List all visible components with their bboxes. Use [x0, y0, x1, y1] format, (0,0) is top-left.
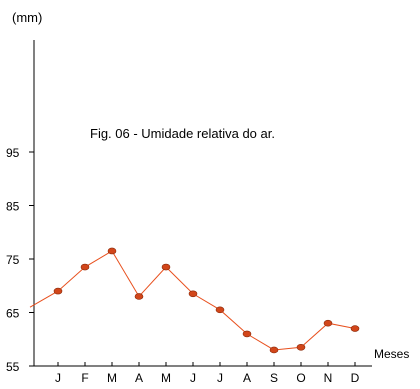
chart-title: Fig. 06 - Umidade relativa do ar.	[90, 126, 275, 141]
x-tick-label: J	[217, 371, 223, 385]
x-tick-label: S	[270, 371, 278, 385]
data-point	[161, 263, 171, 271]
data-point	[188, 290, 198, 298]
x-tick-label: J	[190, 371, 196, 385]
x-tick-label: D	[351, 371, 360, 385]
x-tick-label: N	[324, 371, 333, 385]
x-tick-label: J	[55, 371, 61, 385]
y-unit-label: (mm)	[12, 10, 42, 25]
data-point	[350, 325, 360, 332]
x-axis-title: Meses	[374, 347, 409, 361]
data-point	[269, 346, 279, 354]
x-tick-label: A	[243, 371, 251, 385]
y-tick-label: 55	[6, 360, 20, 374]
data-point	[134, 293, 144, 300]
data-point	[323, 319, 333, 327]
y-tick-label: 65	[6, 307, 20, 321]
y-tick-label: 85	[6, 200, 20, 214]
data-point	[242, 330, 252, 338]
data-point	[296, 343, 306, 351]
data-line	[29, 250, 356, 351]
y-tick-label: 95	[6, 146, 20, 160]
x-tick-label: O	[296, 371, 305, 385]
x-tick-label: A	[135, 371, 143, 385]
x-tick-label: M	[107, 371, 117, 385]
x-tick-label: M	[161, 371, 171, 385]
data-point	[53, 287, 63, 295]
x-tick-label: F	[81, 371, 88, 385]
data-point	[215, 306, 225, 314]
data-point	[107, 247, 117, 255]
y-tick-label: 75	[6, 253, 20, 267]
data-point	[80, 263, 90, 271]
